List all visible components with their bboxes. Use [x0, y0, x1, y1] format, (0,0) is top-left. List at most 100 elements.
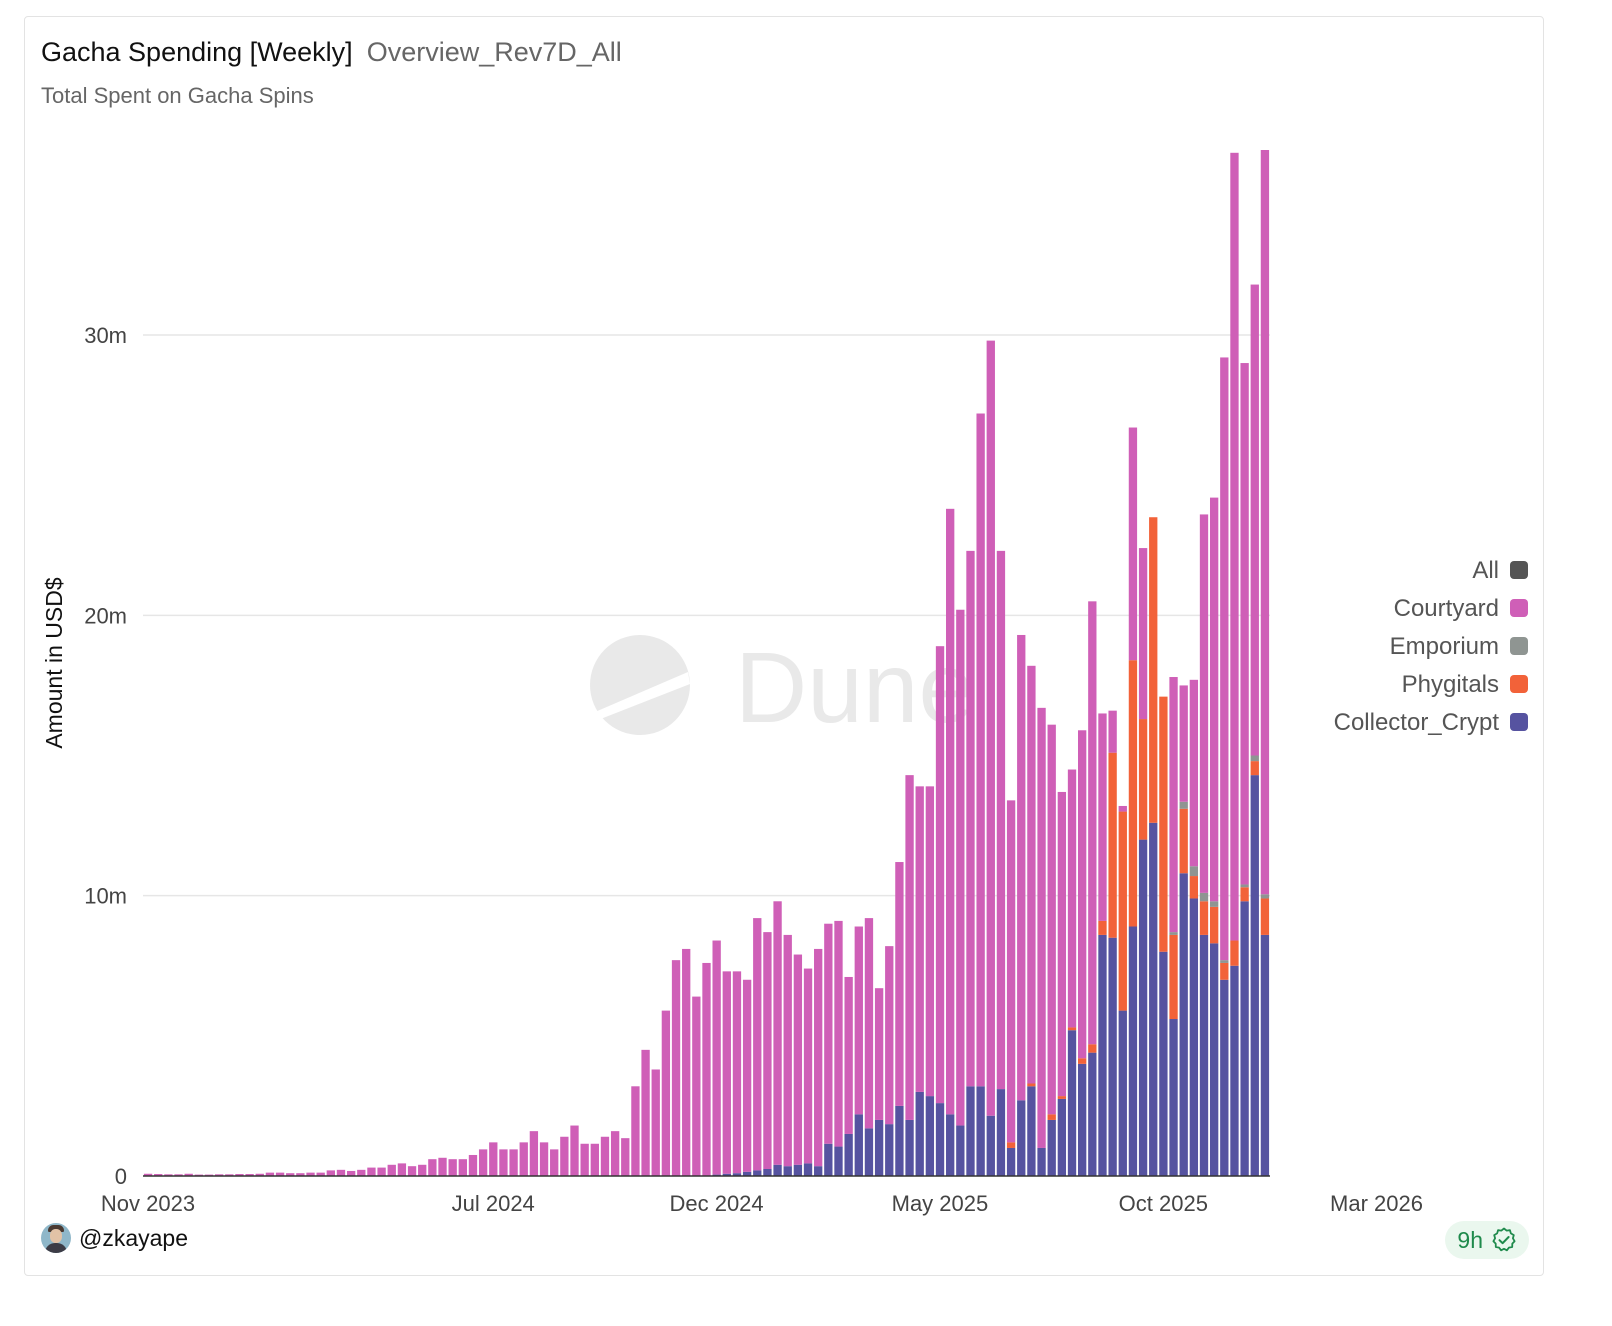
bar-segment-courtyard[interactable]	[560, 1136, 569, 1176]
bar-segment-courtyard[interactable]	[631, 1086, 640, 1176]
bar-segment-phygitals[interactable]	[1189, 876, 1199, 899]
bar-segment-courtyard[interactable]	[377, 1167, 386, 1176]
bar-segment-emporium[interactable]	[1240, 884, 1249, 888]
bar-segment-emporium[interactable]	[1189, 866, 1199, 877]
bar-segment-courtyard[interactable]	[854, 926, 863, 1115]
bar-segment-phygitals[interactable]	[1159, 696, 1168, 952]
bar-segment-courtyard[interactable]	[996, 550, 1006, 1090]
bar-segment-courtyard[interactable]	[367, 1167, 376, 1176]
bar-segment-courtyard[interactable]	[1118, 805, 1127, 812]
bar-segment-courtyard[interactable]	[956, 609, 965, 1126]
bar-segment-courtyard[interactable]	[763, 932, 772, 1169]
bar-segment-collector_crypt[interactable]	[885, 1124, 894, 1176]
bar-segment-courtyard[interactable]	[1047, 724, 1056, 1115]
bar-segment-courtyard[interactable]	[164, 1174, 173, 1176]
bar-segment-collector_crypt[interactable]	[1057, 1098, 1067, 1176]
bar-segment-courtyard[interactable]	[753, 918, 762, 1171]
bar-segment-courtyard[interactable]	[966, 550, 975, 1087]
bar-segment-courtyard[interactable]	[346, 1170, 356, 1176]
bar-segment-courtyard[interactable]	[1078, 730, 1087, 1059]
bar-segment-courtyard[interactable]	[255, 1173, 264, 1176]
bar-segment-phygitals[interactable]	[1240, 887, 1249, 902]
bar-segment-collector_crypt[interactable]	[773, 1164, 782, 1176]
bar-segment-collector_crypt[interactable]	[814, 1166, 823, 1176]
bar-segment-courtyard[interactable]	[621, 1138, 630, 1176]
bar-segment-collector_crypt[interactable]	[874, 1119, 884, 1176]
bar-segment-courtyard[interactable]	[935, 646, 945, 1104]
bar-segment-collector_crypt[interactable]	[996, 1089, 1006, 1176]
bar-segment-collector_crypt[interactable]	[834, 1146, 843, 1176]
bar-segment-courtyard[interactable]	[834, 920, 843, 1147]
legend-label[interactable]: All	[1472, 557, 1499, 584]
bar-segment-emporium[interactable]	[1179, 801, 1188, 809]
bar-segment-phygitals[interactable]	[1118, 811, 1127, 1011]
bar-segment-collector_crypt[interactable]	[722, 1173, 731, 1176]
bar-segment-courtyard[interactable]	[296, 1173, 305, 1176]
bar-segment-courtyard[interactable]	[1067, 769, 1077, 1028]
bar-segment-courtyard[interactable]	[245, 1174, 254, 1176]
bar-segment-collector_crypt[interactable]	[1088, 1052, 1097, 1176]
bar-segment-courtyard[interactable]	[590, 1143, 599, 1176]
bar-segment-courtyard[interactable]	[1128, 427, 1138, 661]
legend-label[interactable]: Collector_Crypt	[1334, 709, 1500, 736]
bar-segment-courtyard[interactable]	[407, 1166, 417, 1176]
bar-segment-courtyard[interactable]	[1260, 150, 1270, 895]
bar-segment-courtyard[interactable]	[214, 1174, 224, 1176]
bar-segment-courtyard[interactable]	[1006, 800, 1016, 1143]
bar-segment-collector_crypt[interactable]	[1169, 1019, 1178, 1176]
bar-segment-courtyard[interactable]	[468, 1154, 478, 1176]
bar-segment-emporium[interactable]	[1250, 755, 1259, 762]
bar-segment-courtyard[interactable]	[235, 1174, 244, 1176]
bar-segment-phygitals[interactable]	[1027, 1083, 1036, 1087]
bar-segment-collector_crypt[interactable]	[976, 1086, 985, 1176]
bar-segment-courtyard[interactable]	[671, 960, 681, 1176]
bar-segment-collector_crypt[interactable]	[793, 1164, 803, 1176]
bar-segment-courtyard[interactable]	[184, 1173, 193, 1176]
bar-segment-phygitals[interactable]	[1098, 920, 1107, 935]
bar-segment-courtyard[interactable]	[1179, 685, 1188, 802]
bar-segment-courtyard[interactable]	[499, 1149, 508, 1176]
bar-segment-phygitals[interactable]	[1260, 898, 1270, 935]
bar-segment-courtyard[interactable]	[793, 954, 803, 1165]
bar-segment-collector_crypt[interactable]	[1199, 934, 1209, 1176]
bar-segment-collector_crypt[interactable]	[1138, 839, 1148, 1176]
bar-segment-phygitals[interactable]	[1057, 1096, 1067, 1099]
bar-segment-phygitals[interactable]	[1006, 1142, 1016, 1148]
bar-segment-courtyard[interactable]	[265, 1172, 275, 1176]
bar-segment-courtyard[interactable]	[539, 1142, 549, 1176]
bar-segment-courtyard[interactable]	[357, 1169, 366, 1176]
bar-segment-phygitals[interactable]	[1149, 517, 1158, 823]
bar-segment-emporium[interactable]	[1209, 901, 1219, 907]
bar-segment-courtyard[interactable]	[1189, 679, 1199, 867]
bar-segment-collector_crypt[interactable]	[1128, 926, 1138, 1176]
bar-segment-courtyard[interactable]	[895, 862, 904, 1106]
bar-segment-courtyard[interactable]	[154, 1174, 163, 1176]
bar-segment-collector_crypt[interactable]	[905, 1119, 914, 1176]
bar-segment-collector_crypt[interactable]	[1220, 979, 1229, 1176]
bar-segment-collector_crypt[interactable]	[925, 1096, 935, 1176]
bar-segment-courtyard[interactable]	[661, 1010, 671, 1176]
bar-segment-courtyard[interactable]	[732, 971, 742, 1174]
bar-segment-emporium[interactable]	[1220, 960, 1229, 963]
bar-segment-collector_crypt[interactable]	[1037, 1147, 1046, 1176]
bar-segment-collector_crypt[interactable]	[1230, 965, 1239, 1176]
bar-segment-collector_crypt[interactable]	[1250, 775, 1259, 1176]
bar-segment-courtyard[interactable]	[824, 923, 833, 1144]
query-name[interactable]: Overview_Rev7D_All	[366, 37, 622, 67]
bar-segment-courtyard[interactable]	[1138, 548, 1148, 720]
legend-label[interactable]: Phygitals	[1402, 671, 1499, 698]
bar-segment-courtyard[interactable]	[702, 962, 711, 1176]
bar-segment-courtyard[interactable]	[1108, 710, 1117, 753]
bar-segment-phygitals[interactable]	[1250, 761, 1259, 776]
bar-segment-courtyard[interactable]	[925, 786, 935, 1097]
bar-segment-collector_crypt[interactable]	[1260, 934, 1270, 1176]
bar-segment-courtyard[interactable]	[387, 1164, 396, 1176]
bar-segment-courtyard[interactable]	[1088, 601, 1097, 1045]
bar-segment-collector_crypt[interactable]	[1240, 901, 1249, 1176]
bar-segment-collector_crypt[interactable]	[864, 1128, 874, 1176]
bar-segment-courtyard[interactable]	[509, 1149, 518, 1176]
bar-segment-courtyard[interactable]	[1057, 791, 1067, 1097]
legend-swatch[interactable]	[1510, 599, 1528, 617]
bar-segment-collector_crypt[interactable]	[1159, 951, 1168, 1176]
bar-segment-collector_crypt[interactable]	[895, 1105, 904, 1176]
